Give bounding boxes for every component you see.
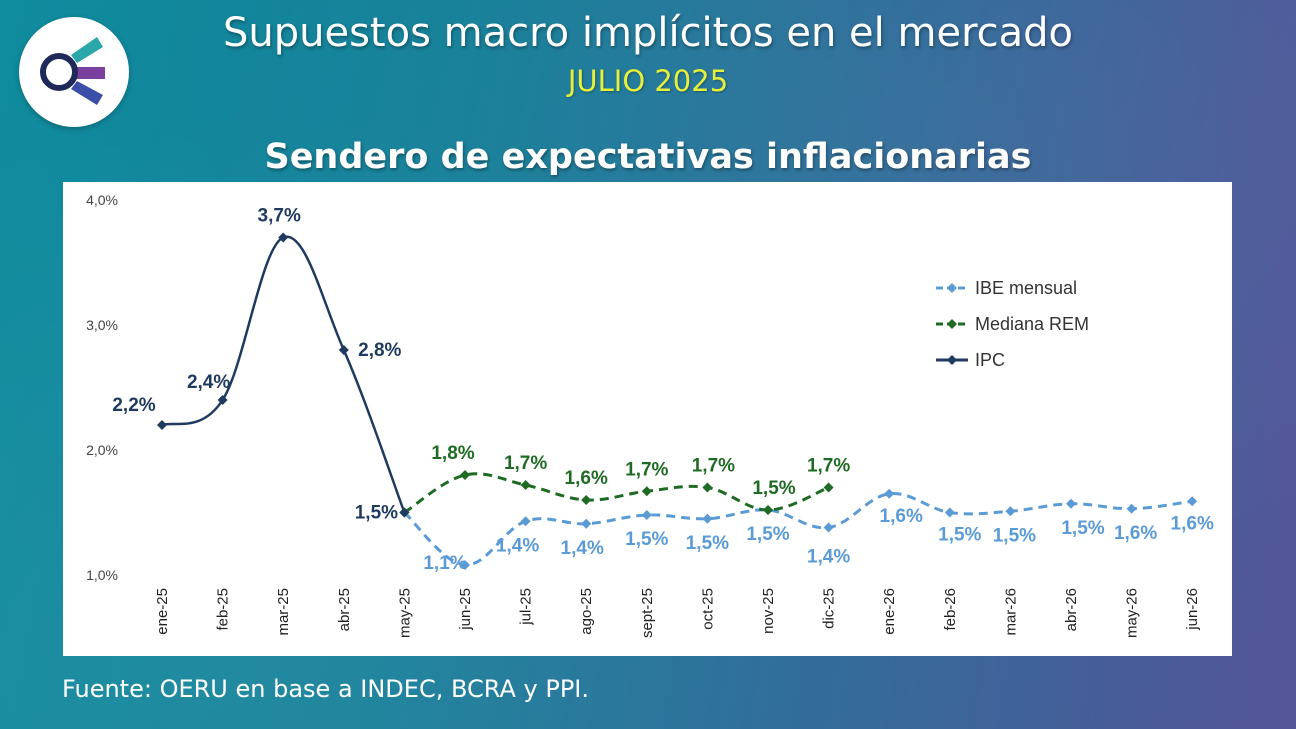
data-labels: 1,1% 1,4% 1,4% 1,5% 1,5% 1,5% 1,4% 1,6% 1,5% 1,5%… <box>112 206 1214 575</box>
chart-title: Sendero de expectativas inflacionarias <box>264 137 1032 177</box>
data-point-marker <box>944 507 955 518</box>
data-label: 1,4% <box>496 535 539 556</box>
legend: IBE mensual Mediana REM IPC <box>936 278 1089 370</box>
data-point-marker <box>1066 498 1076 509</box>
x-tick-label: jun-25 <box>457 588 474 631</box>
y-tick-label: 1,0% <box>86 567 118 583</box>
data-point-marker <box>641 510 652 520</box>
x-tick-label: dic-25 <box>821 588 838 629</box>
data-label: 1,5% <box>625 529 668 550</box>
x-tick-label: abr-26 <box>1063 588 1080 631</box>
data-point-marker <box>763 505 773 515</box>
data-point-marker <box>884 488 895 499</box>
data-point-marker <box>338 345 349 355</box>
x-axis-ticks: ene-25 feb-25 mar-25 abr-25 may-25 jun-25 jul-… <box>154 588 1201 638</box>
data-label: 1,4% <box>807 547 850 568</box>
data-label: 1,5% <box>686 533 729 554</box>
data-label: 1,5% <box>752 478 795 499</box>
data-label: 1,6% <box>565 468 608 489</box>
data-point-marker <box>702 482 713 493</box>
data-label: 1,7% <box>692 456 735 477</box>
data-label: 1,7% <box>504 453 547 474</box>
data-label: 1,5% <box>993 525 1036 546</box>
chart-panel: 1,0% 2,0% 3,0% 4,0% ene-25 feb-25 mar-25 abr-2… <box>63 182 1232 656</box>
y-axis-ticks: 1,0% 2,0% 3,0% 4,0% <box>86 192 118 583</box>
x-tick-label: nov-25 <box>760 588 777 634</box>
data-point-marker <box>520 516 531 527</box>
data-point-marker <box>399 507 410 518</box>
x-tick-label: ene-25 <box>154 588 171 635</box>
data-label: 1,8% <box>431 443 474 464</box>
data-point-marker <box>278 232 289 243</box>
data-label: 1,6% <box>1114 523 1157 544</box>
data-point-marker <box>520 480 531 490</box>
legend-marker <box>947 319 957 329</box>
y-tick-label: 4,0% <box>86 192 118 208</box>
legend-entry: IBE mensual <box>975 278 1077 298</box>
data-label: 1,6% <box>1171 513 1214 534</box>
inflation-chart: 1,0% 2,0% 3,0% 4,0% ene-25 feb-25 mar-25 abr-2… <box>86 192 1214 638</box>
data-label: 1,5% <box>1061 518 1104 539</box>
data-label: 1,6% <box>880 506 923 527</box>
x-tick-label: jul-25 <box>518 588 535 626</box>
x-tick-label: feb-25 <box>215 588 232 631</box>
data-point-marker <box>641 486 652 497</box>
data-label: 1,5% <box>746 524 789 545</box>
x-tick-label: jun-26 <box>1184 588 1201 631</box>
data-point-marker <box>1187 496 1198 507</box>
data-point-marker <box>157 420 167 430</box>
data-label: 1,4% <box>561 538 604 559</box>
oeru-logo-icon <box>40 37 105 105</box>
x-tick-label: mar-25 <box>275 588 292 636</box>
data-label: 2,2% <box>112 395 155 416</box>
data-point-marker <box>460 470 470 480</box>
data-point-marker <box>823 482 834 493</box>
data-label: 1,5% <box>938 525 981 546</box>
data-point-marker <box>823 522 834 533</box>
x-tick-label: sept-25 <box>639 588 656 638</box>
data-point-marker <box>1005 506 1016 517</box>
legend-entry: Mediana REM <box>975 314 1089 334</box>
x-tick-label: may-26 <box>1124 588 1141 638</box>
legend-marker <box>947 355 957 365</box>
data-point-marker <box>217 395 228 405</box>
page-title: Supuestos macro implícitos en el mercado <box>223 10 1073 56</box>
series-markers <box>157 232 1198 570</box>
x-tick-label: ago-25 <box>578 588 595 635</box>
data-label: 2,4% <box>187 372 230 393</box>
logo <box>19 17 129 127</box>
data-label: 1,1% <box>423 553 466 574</box>
data-label: 2,8% <box>358 340 401 361</box>
x-tick-label: feb-26 <box>942 588 959 631</box>
data-point-marker <box>581 518 592 529</box>
x-tick-label: ene-26 <box>881 588 898 635</box>
data-point-marker <box>702 513 713 524</box>
data-label: 3,7% <box>258 206 301 227</box>
y-tick-label: 2,0% <box>86 442 118 458</box>
data-label: 1,7% <box>807 456 850 477</box>
data-label: 1,5% <box>355 503 398 524</box>
legend-entry: IPC <box>975 350 1005 370</box>
data-point-marker <box>581 495 592 505</box>
y-tick-label: 3,0% <box>86 317 118 333</box>
x-tick-label: abr-25 <box>336 588 353 631</box>
x-tick-label: oct-25 <box>699 588 716 630</box>
legend-marker <box>947 283 957 293</box>
x-tick-label: mar-26 <box>1002 588 1019 636</box>
source-note: Fuente: OERU en base a INDEC, BCRA y PPI… <box>62 675 590 703</box>
page-subtitle: JULIO 2025 <box>567 64 729 98</box>
data-point-marker <box>460 560 470 570</box>
x-tick-label: may-25 <box>396 588 413 638</box>
data-point-marker <box>1126 503 1137 514</box>
data-label: 1,7% <box>625 459 668 480</box>
